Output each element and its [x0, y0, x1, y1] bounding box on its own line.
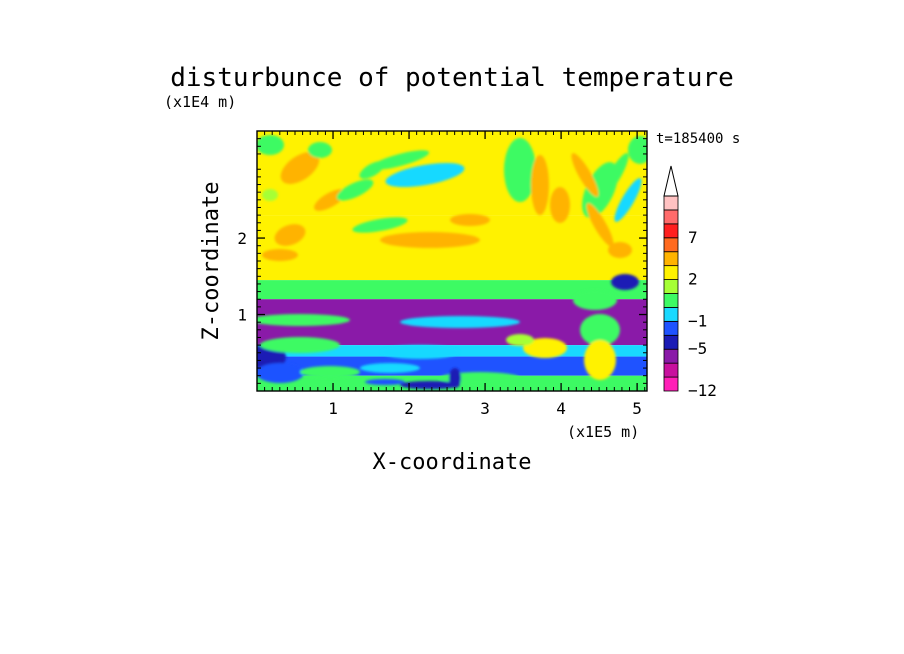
field-feature	[571, 153, 599, 197]
field-feature	[506, 334, 534, 346]
colorbar: 7 2 −1 −5 −12	[663, 165, 717, 400]
field-feature	[523, 338, 567, 358]
y-unit-label: (x1E4 m)	[164, 93, 236, 111]
field-feature	[400, 381, 460, 389]
field-feature	[614, 178, 642, 222]
field-feature	[262, 249, 298, 261]
plot-area	[257, 131, 647, 391]
colorbar-swatch	[663, 265, 679, 280]
colorbar-label: −5	[688, 339, 707, 358]
field-feature	[380, 345, 460, 359]
colorbar-swatch	[663, 223, 679, 239]
field-feature	[260, 337, 340, 353]
colorbar-label: −1	[688, 311, 707, 330]
field-feature	[450, 214, 490, 226]
field-feature	[370, 150, 430, 170]
field-feature	[352, 217, 408, 233]
x-tick-label: 4	[556, 399, 566, 418]
y-axis: 12	[237, 138, 647, 384]
colorbar-swatch	[663, 307, 679, 322]
time-label: t=185400 s	[656, 131, 740, 147]
field-feature	[531, 155, 549, 215]
field-feature	[257, 363, 304, 383]
field-feature	[365, 379, 405, 385]
field-feature	[262, 189, 278, 201]
y-axis-label: Z-coordinate	[199, 182, 224, 341]
field-feature	[504, 138, 536, 202]
field-feature	[586, 203, 614, 247]
field-feature	[300, 366, 360, 378]
field-feature	[385, 162, 465, 188]
field-feature	[449, 368, 461, 388]
colorbar-swatch	[663, 362, 679, 378]
field-feature	[601, 153, 629, 197]
field-feature	[257, 314, 350, 326]
x-tick-label: 1	[328, 399, 338, 418]
colorbar-swatch	[663, 293, 679, 308]
colorbar-swatch	[663, 320, 679, 336]
field-feature	[608, 242, 632, 258]
field-feature	[308, 142, 332, 158]
colorbar-swatch	[663, 237, 679, 253]
field-band	[257, 215, 647, 281]
field-band	[257, 280, 647, 300]
y-tick-label: 1	[237, 306, 247, 325]
field-feature	[400, 316, 520, 328]
colorbar-label: 2	[688, 270, 698, 289]
y-tick-label: 2	[237, 229, 247, 248]
field-feature	[380, 232, 480, 248]
field-feature	[550, 187, 570, 223]
field-feature	[573, 290, 617, 310]
x-axis: 1 2 3 4 5	[264, 131, 646, 418]
colorbar-swatch	[663, 334, 679, 350]
colorbar-swatch	[663, 195, 679, 211]
field-feature	[274, 224, 306, 246]
field-feature	[611, 274, 639, 290]
x-tick-label: 3	[480, 399, 490, 418]
colorbar-swatch	[663, 279, 679, 294]
x-unit-label: (x1E5 m)	[567, 423, 639, 441]
field-feature	[280, 152, 320, 184]
colorbar-extend-arrow	[663, 165, 679, 197]
field-feature	[360, 363, 420, 373]
colorbar-swatch	[663, 251, 679, 267]
colorbar-label: −12	[688, 381, 717, 400]
field-feature	[628, 136, 647, 164]
colorbar-swatch	[663, 209, 679, 225]
colorbar-swatch	[663, 376, 679, 392]
field-feature	[580, 314, 620, 346]
chart-title: disturbunce of potential temperature	[170, 63, 734, 93]
x-tick-label: 5	[632, 399, 642, 418]
x-axis-label: X-coordinate	[373, 450, 532, 475]
field-feature	[336, 179, 374, 201]
field-feature	[257, 135, 284, 155]
colorbar-swatch	[663, 348, 679, 364]
colorbar-label: 7	[688, 228, 698, 247]
x-tick-label: 2	[404, 399, 414, 418]
field-feature	[584, 340, 616, 380]
